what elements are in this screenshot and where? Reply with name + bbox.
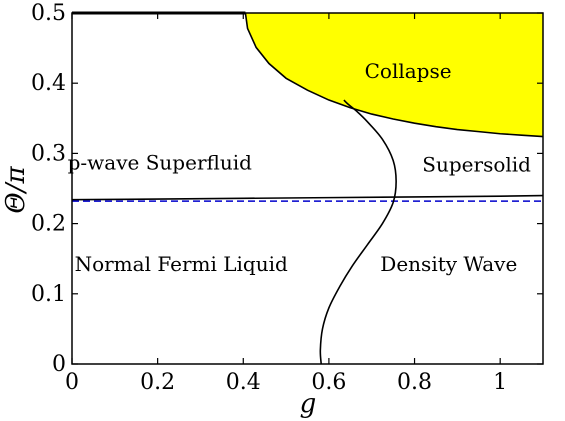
y-axis-label: Θ/π — [1, 166, 31, 214]
y-tick-label: 0.3 — [31, 141, 66, 166]
x-tick-label: 1 — [493, 370, 507, 395]
x-tick-label: 0.8 — [397, 370, 432, 395]
y-tick-label: 0.2 — [31, 212, 66, 237]
region-label: Density Wave — [380, 252, 517, 276]
y-tick-label: 0 — [52, 352, 66, 377]
x-tick-label: 0 — [65, 370, 79, 395]
x-tick-label: 0.4 — [226, 370, 261, 395]
region-label: Collapse — [365, 59, 452, 83]
y-tick-label: 0.5 — [31, 1, 66, 26]
y-tick-label: 0.1 — [31, 282, 66, 307]
x-axis-label: g — [300, 389, 317, 419]
density-wave-boundary-line — [319, 99, 397, 365]
x-tick-label: 0.2 — [140, 370, 175, 395]
x-tick-label: 0.6 — [311, 370, 346, 395]
plot-area: Collapse p-wave Superfluid Supersolid Norma… — [68, 11, 544, 365]
y-tick-label: 0.4 — [31, 71, 66, 96]
superfluid-boundary-line — [71, 194, 544, 201]
region-label: Normal Fermi Liquid — [75, 252, 288, 276]
collapse-boundary-line — [244, 12, 544, 138]
collapse-region — [245, 13, 543, 137]
region-label: Supersolid — [422, 153, 531, 177]
plot-frame — [71, 12, 544, 365]
region-label: p-wave Superfluid — [68, 150, 252, 174]
axes: 0 0.2 0.4 0.6 0.8 1 0 0.1 0.2 0.3 0.4 0.5 g Θ/π — [1, 1, 544, 419]
